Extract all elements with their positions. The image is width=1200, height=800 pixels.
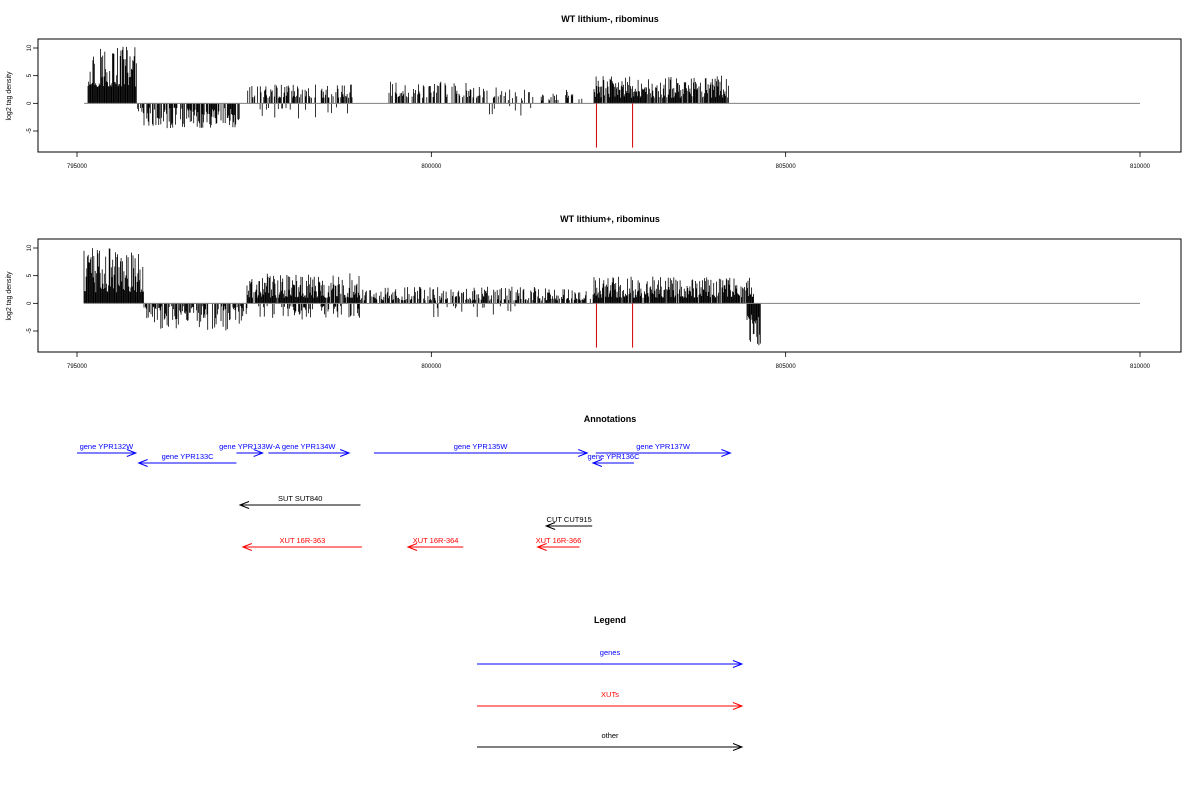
- feature-arrow: [268, 449, 351, 457]
- annotations-title: Annotations: [584, 414, 637, 424]
- panel-1-title: WT lithium-, ribominus: [561, 14, 659, 24]
- panel-1-frame: [37, 38, 1182, 153]
- panel-lithium-plus: WT lithium+, ribominus log2 tag density …: [6, 214, 1182, 370]
- legend-arrow: [477, 702, 744, 710]
- x-tick-label: 795000: [67, 364, 88, 370]
- y-tick-label: 10: [27, 244, 33, 251]
- legend-label: XUTs: [601, 690, 619, 699]
- feature-arrow: [373, 449, 589, 457]
- feature-arrow: [236, 449, 265, 457]
- legend-label: genes: [600, 648, 621, 657]
- plot-frame: [37, 238, 1182, 353]
- feature-label: gene YPR135W: [454, 442, 509, 451]
- feature-arrow: [536, 543, 580, 551]
- feature-label: XUT 16R-364: [413, 536, 459, 545]
- panel-2-ylabel: log2 tag density: [6, 271, 13, 321]
- feature-arrow: [595, 449, 732, 457]
- feature-label: gene YPR136C: [588, 452, 641, 461]
- panel-1-axes: -5 0 5 10 795000 800000 805000 810000: [27, 44, 1151, 170]
- x-tick-label: 810000: [1130, 364, 1151, 370]
- panel-lithium-minus: WT lithium-, ribominus log2 tag density …: [6, 14, 1182, 170]
- x-tick-label: 800000: [421, 364, 442, 370]
- legend-items: genes XUTs other: [477, 648, 744, 751]
- feature-label: gene YPR134W: [282, 442, 337, 451]
- legend-arrow: [477, 743, 744, 751]
- feature-arrow: [137, 459, 237, 467]
- feature-arrow: [241, 543, 362, 551]
- feature-arrow: [591, 459, 635, 467]
- panel-2-axes: -5 0 5 10 795000 800000 805000 810000: [27, 244, 1151, 370]
- feature-label: gene YPR132W: [80, 442, 135, 451]
- feature-arrow: [406, 543, 464, 551]
- x-tick-label: 795000: [67, 164, 88, 170]
- panel-2-frame: [37, 238, 1182, 353]
- y-tick-label: -5: [27, 128, 33, 134]
- feature-label: gene YPR133C: [162, 452, 215, 461]
- legend-title: Legend: [594, 615, 626, 625]
- y-tick-label: 10: [27, 44, 33, 51]
- y-tick-label: 5: [27, 273, 33, 277]
- legend: Legend genes XUTs other: [477, 615, 744, 751]
- x-tick-label: 800000: [421, 164, 442, 170]
- y-tick-label: 0: [27, 301, 33, 305]
- feature-arrow: [544, 522, 593, 530]
- annotations-track: Annotations gene YPR132W gene YPR133C gene…: [77, 414, 732, 551]
- panel-2-title: WT lithium+, ribominus: [560, 214, 660, 224]
- feature-label: XUT 16R-366: [536, 536, 582, 545]
- y-tick-label: 5: [27, 73, 33, 77]
- panel-1-coverage-bars: [84, 46, 1140, 148]
- panel-1-ylabel: log2 tag density: [6, 71, 13, 121]
- x-tick-label: 810000: [1130, 164, 1151, 170]
- x-tick-label: 805000: [776, 364, 797, 370]
- feature-label: CUT CUT915: [547, 515, 592, 524]
- legend-label: other: [601, 731, 619, 740]
- legend-arrow: [477, 660, 744, 668]
- y-tick-label: 0: [27, 101, 33, 105]
- feature-arrow: [238, 501, 361, 509]
- feature-label: gene YPR137W: [636, 442, 691, 451]
- x-tick-label: 805000: [776, 164, 797, 170]
- feature-label: SUT SUT840: [278, 494, 322, 503]
- feature-label: XUT 16R-363: [280, 536, 326, 545]
- feature-label: gene YPR133W-A: [219, 442, 280, 451]
- plot-frame: [37, 38, 1182, 153]
- y-tick-label: -5: [27, 328, 33, 334]
- panel-2-coverage-bars: [83, 248, 1140, 348]
- feature-arrow: [77, 449, 138, 457]
